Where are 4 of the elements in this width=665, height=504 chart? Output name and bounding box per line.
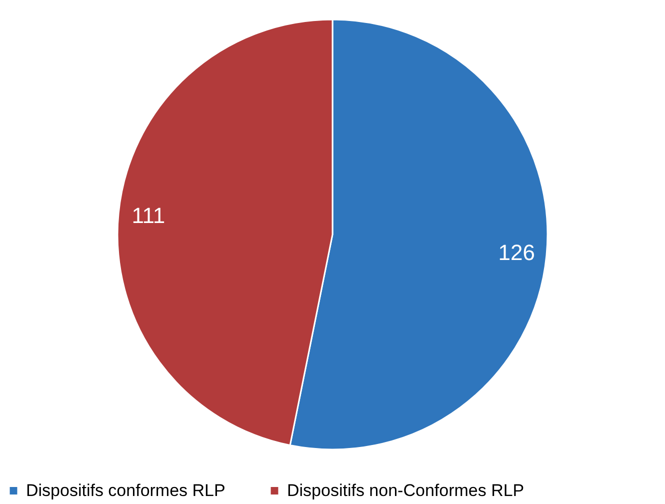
legend-label: Dispositifs conformes RLP — [26, 480, 226, 500]
legend-label: Dispositifs non-Conformes RLP — [287, 480, 524, 500]
data-label: 111 — [132, 203, 166, 228]
data-label: 126 — [498, 240, 535, 265]
